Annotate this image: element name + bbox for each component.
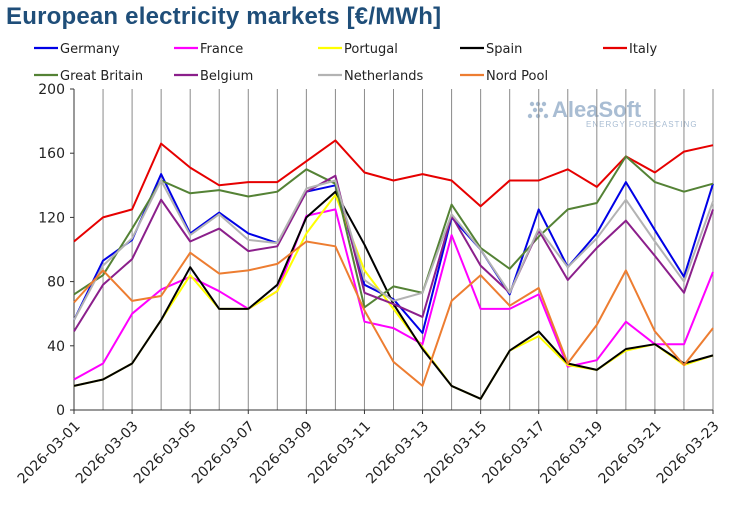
aleasoft-logo: AleaSoft ENERGY FORECASTING (527, 97, 698, 129)
y-tick-label: 80 (47, 275, 65, 291)
legend: Germany France Portugal Spain Italy Great Bri… (34, 42, 658, 84)
x-tick-label: 2026-03-23 (654, 418, 723, 487)
chart-title: European electricity markets [€/MWh] (6, 3, 442, 30)
series-line-netherlands (73, 179, 714, 321)
y-tick-label: 0 (56, 403, 65, 419)
legend-label-nord-pool: Nord Pool (486, 69, 548, 84)
series-line-great-britain (73, 155, 714, 309)
legend-label-belgium: Belgium (200, 69, 253, 84)
chart-grid (102, 89, 714, 410)
legend-label-portugal: Portugal (344, 42, 398, 57)
legend-label-germany: Germany (60, 42, 120, 57)
series-line-france (73, 208, 714, 381)
svg-text:ENERGY FORECASTING: ENERGY FORECASTING (586, 120, 698, 129)
series-layer (73, 139, 714, 400)
y-tick-label: 120 (38, 210, 65, 226)
y-axis-ticks: 0 40 80 120 160 200 (38, 82, 74, 419)
legend-label-great-britain: Great Britain (60, 69, 143, 84)
series-line-italy (73, 139, 714, 243)
y-tick-label: 200 (38, 82, 65, 98)
legend-label-netherlands: Netherlands (344, 69, 423, 84)
series-line-nord-pool (73, 240, 714, 387)
legend-label-france: France (200, 42, 243, 57)
series-line-belgium (73, 174, 714, 332)
series-line-germany (73, 173, 714, 334)
y-tick-label: 160 (38, 146, 65, 162)
chart-axes (73, 89, 713, 411)
legend-label-spain: Spain (486, 42, 522, 57)
y-tick-label: 40 (47, 339, 65, 355)
x-axis-ticks: 2026-03-012026-03-032026-03-052026-03-07… (15, 410, 723, 487)
legend-label-italy: Italy (629, 42, 658, 57)
